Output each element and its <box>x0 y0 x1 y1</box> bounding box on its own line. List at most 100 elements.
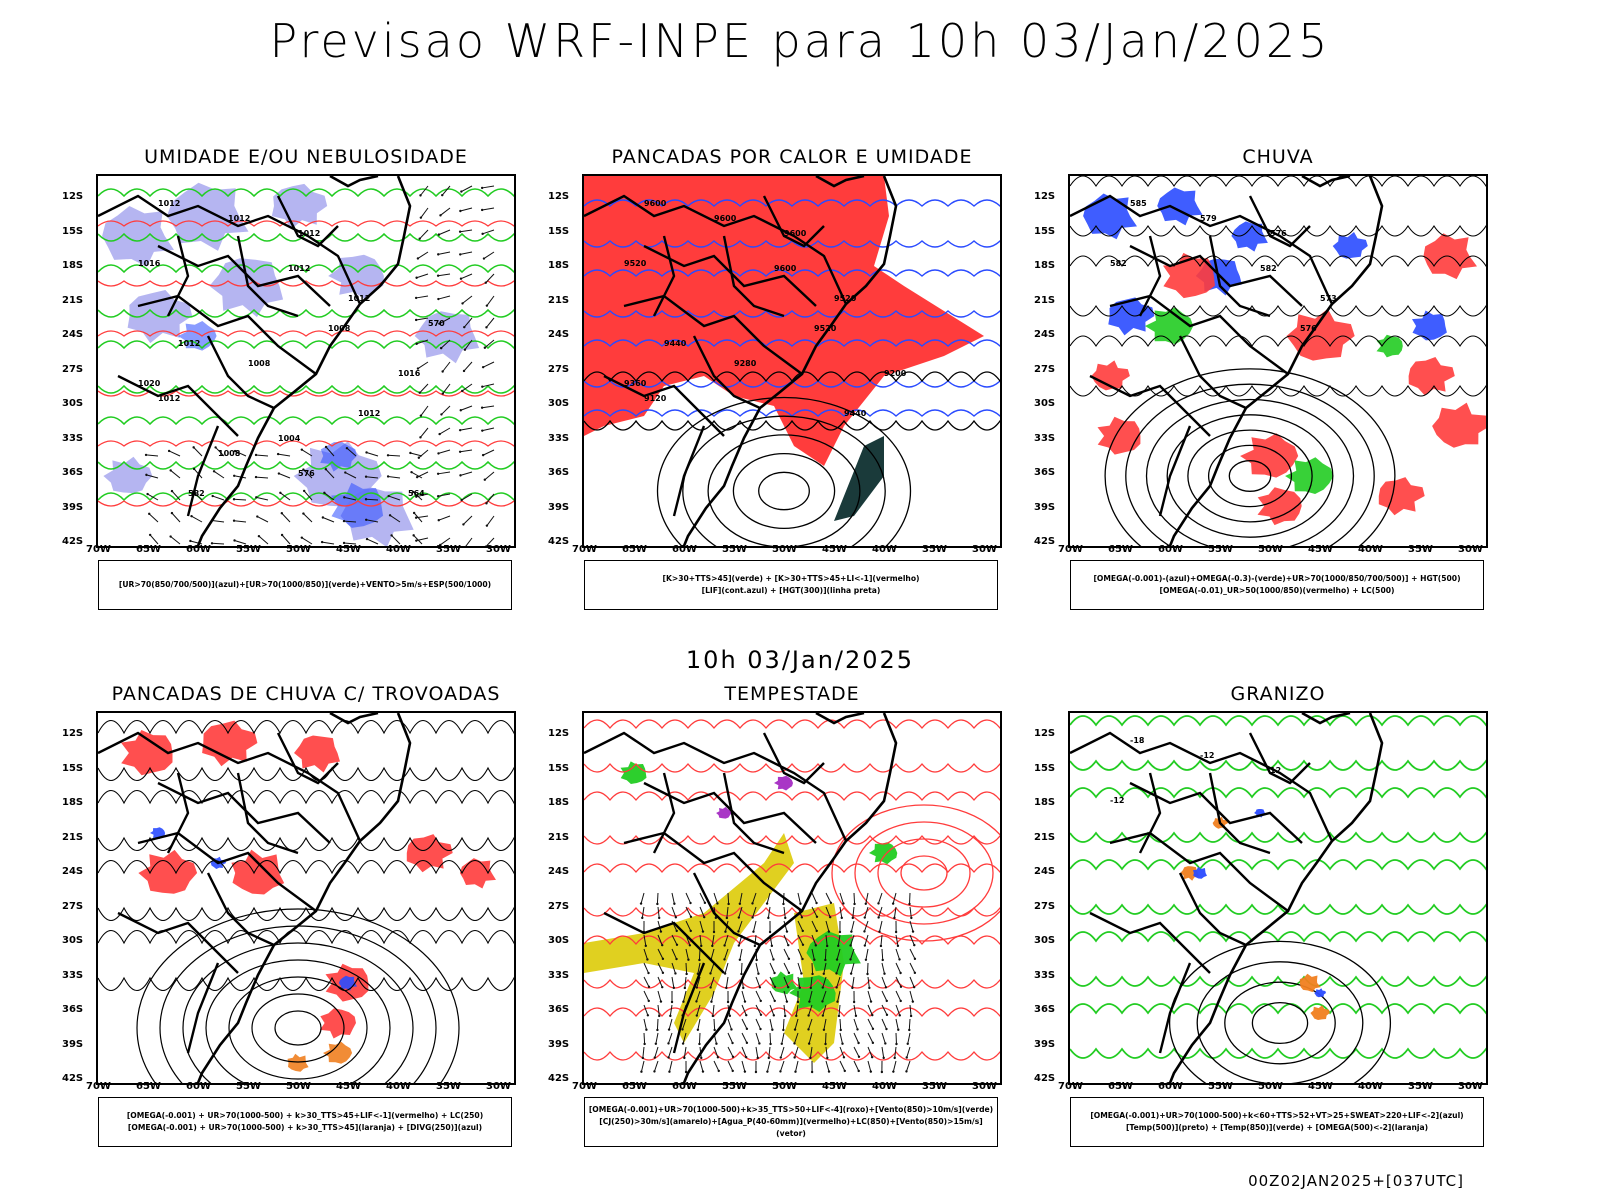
lat-tick-label: 33S <box>62 969 84 981</box>
lon-tick-label: 45W <box>336 544 361 555</box>
lon-tick-label: 45W <box>822 544 847 555</box>
lon-tick-label: 65W <box>136 1081 161 1092</box>
lon-tick-label: 65W <box>622 544 647 555</box>
lat-tick-label: 30S <box>1034 398 1056 409</box>
contour-label: 9600 <box>714 214 737 223</box>
lat-tick-label: 42S <box>62 1073 84 1084</box>
lon-tick-label: 70W <box>86 1081 111 1092</box>
lat-tick-label: 12S <box>62 191 84 202</box>
contour-label: 582 <box>1110 259 1127 268</box>
lon-tick-label: 50W <box>1258 1081 1283 1092</box>
lon-tick-label: 60W <box>672 544 697 555</box>
lon-tick-label: 60W <box>186 544 211 555</box>
lon-tick-label: 30W <box>486 544 511 555</box>
lat-tick-label: 24S <box>548 329 570 340</box>
panel-legend: [OMEGA(-0.001) + UR>70(1000-500) + k>30_… <box>98 1097 512 1147</box>
contour-label: 576 <box>298 469 315 478</box>
lat-tick-label: 42S <box>1034 1073 1056 1084</box>
lat-tick-label: 15S <box>1034 225 1056 237</box>
lat-tick-label: 24S <box>548 866 570 877</box>
contour-label: -12 <box>1200 751 1214 760</box>
contour-label: 1012 <box>288 264 310 273</box>
lat-tick-label: 21S <box>548 831 570 843</box>
map-trovoadas <box>96 711 516 1085</box>
lat-tick-label: 36S <box>62 467 84 478</box>
contour-label: 9280 <box>734 359 757 368</box>
lon-tick-label: 30W <box>972 544 997 555</box>
lon-tick-label: 65W <box>1108 1081 1133 1092</box>
legend-line: [OMEGA(-0.001) + UR>70(1000-500) + k>30_… <box>126 1111 484 1120</box>
legend-line: [K>30+TTS>45](verde) + [K>30+TTS>45+LI<-… <box>662 574 920 583</box>
panel-title: TEMPESTADE <box>724 683 860 705</box>
map-umidade: 1012 1012 1012 1016 1012 1012 1008 1012 1008 1016… <box>96 174 516 548</box>
lon-tick-label: 40W <box>386 1081 411 1092</box>
lat-tick-label: 27S <box>1034 900 1056 912</box>
lon-tick-label: 40W <box>1358 1081 1383 1092</box>
lon-tick-label: 55W <box>722 544 747 555</box>
lon-tick-label: 50W <box>772 1081 797 1092</box>
lat-tick-label: 36S <box>1034 1004 1056 1015</box>
lat-tick-label: 30S <box>62 398 84 409</box>
panel-title: PANCADAS POR CALOR E UMIDADE <box>611 146 973 168</box>
contour-label: 9440 <box>844 409 867 418</box>
lon-tick-label: 35W <box>1408 544 1433 555</box>
lat-tick-label: 27S <box>62 900 84 912</box>
legend-line: [OMEGA(-0.001)+UR>70(1000-500)+k>35_TTS>… <box>588 1105 994 1114</box>
lon-tick-label: 35W <box>436 544 461 555</box>
lat-tick-label: 30S <box>62 935 84 946</box>
run-footer: 00Z02JAN2025+[037UTC] <box>1248 1172 1464 1190</box>
panel-umidade: UMIDADE E/OU NEBULOSIDADE 1012 1012 1012 101… <box>62 146 516 626</box>
panel-legend: [OMEGA(-0.001)+UR>70(1000-500)+k>35_TTS>… <box>584 1097 998 1147</box>
lat-tick-label: 12S <box>62 728 84 739</box>
lon-tick-label: 55W <box>1208 544 1233 555</box>
lat-tick-label: 27S <box>62 363 84 375</box>
contour-label: 1004 <box>278 434 301 443</box>
lon-tick-label: 45W <box>1308 1081 1333 1092</box>
lon-tick-label: 40W <box>386 544 411 555</box>
lon-tick-label: 30W <box>1458 1081 1483 1092</box>
legend-line: [CJ(250)>30m/s](amarelo)+[Agua_P(40-60mm… <box>599 1117 983 1138</box>
lat-tick-label: 39S <box>1034 501 1056 513</box>
panel-trovoadas: PANCADAS DE CHUVA C/ TROVOADAS 12S 15S 18S 2… <box>62 683 516 1163</box>
lon-tick-label: 60W <box>186 1081 211 1092</box>
lon-tick-label: 65W <box>136 544 161 555</box>
lat-tick-label: 42S <box>1034 536 1056 547</box>
lat-tick-label: 18S <box>1034 797 1056 808</box>
legend-line: [Temp(500)](preto) + [Temp(850)](verde) … <box>1125 1123 1429 1132</box>
panel-granizo: GRANIZO -18 -12 12 -12 12S 15S 18S 21S 24S 27S 30S 3… <box>1034 683 1488 1163</box>
panel-title: GRANIZO <box>1230 683 1326 705</box>
contour-label: 582 <box>1260 264 1277 273</box>
lat-tick-label: 36S <box>1034 467 1056 478</box>
contour-label: 1012 <box>158 199 180 208</box>
lon-tick-label: 60W <box>1158 1081 1183 1092</box>
contour-label: 9600 <box>644 199 667 208</box>
contour-label: 9440 <box>664 339 687 348</box>
contour-label: 9600 <box>774 264 797 273</box>
lat-tick-label: 18S <box>548 797 570 808</box>
lat-tick-label: 18S <box>62 797 84 808</box>
lat-tick-label: 42S <box>548 536 570 547</box>
lat-tick-label: 24S <box>62 866 84 877</box>
contour-label: 12 <box>1270 766 1281 775</box>
lat-tick-label: 12S <box>1034 728 1056 739</box>
map-chuva: 585 579 576 582 582 573 576 <box>1068 174 1488 548</box>
lat-tick-label: 27S <box>548 900 570 912</box>
lon-tick-label: 45W <box>822 1081 847 1092</box>
legend-line: [OMEGA(-0.001)-(azul)+OMEGA(-0.3)-(verde… <box>1093 574 1461 583</box>
lon-tick-label: 40W <box>1358 544 1383 555</box>
panel-legend: [OMEGA(-0.001)+UR>70(1000-500)+k<60+TTS>… <box>1070 1097 1484 1147</box>
lon-tick-label: 35W <box>436 1081 461 1092</box>
legend-line: [LIF](cont.azul) + [HGT(300)](linha pret… <box>701 586 881 595</box>
legend-line: [OMEGA(-0.001)+UR>70(1000-500)+k<60+TTS>… <box>1090 1111 1464 1120</box>
contour-label: 9520 <box>624 259 647 268</box>
lat-tick-label: 21S <box>1034 831 1056 843</box>
lat-tick-label: 15S <box>62 762 84 774</box>
page-title: Previsao WRF-INPE para 10h 03/Jan/2025 <box>269 14 1331 68</box>
lon-tick-label: 30W <box>1458 544 1483 555</box>
contour-label: 1008 <box>218 449 241 458</box>
contour-label: 1016 <box>138 259 161 268</box>
contour-label: 1012 <box>228 214 250 223</box>
lon-tick-label: 50W <box>286 544 311 555</box>
lat-tick-label: 24S <box>62 329 84 340</box>
lon-tick-label: 45W <box>336 1081 361 1092</box>
